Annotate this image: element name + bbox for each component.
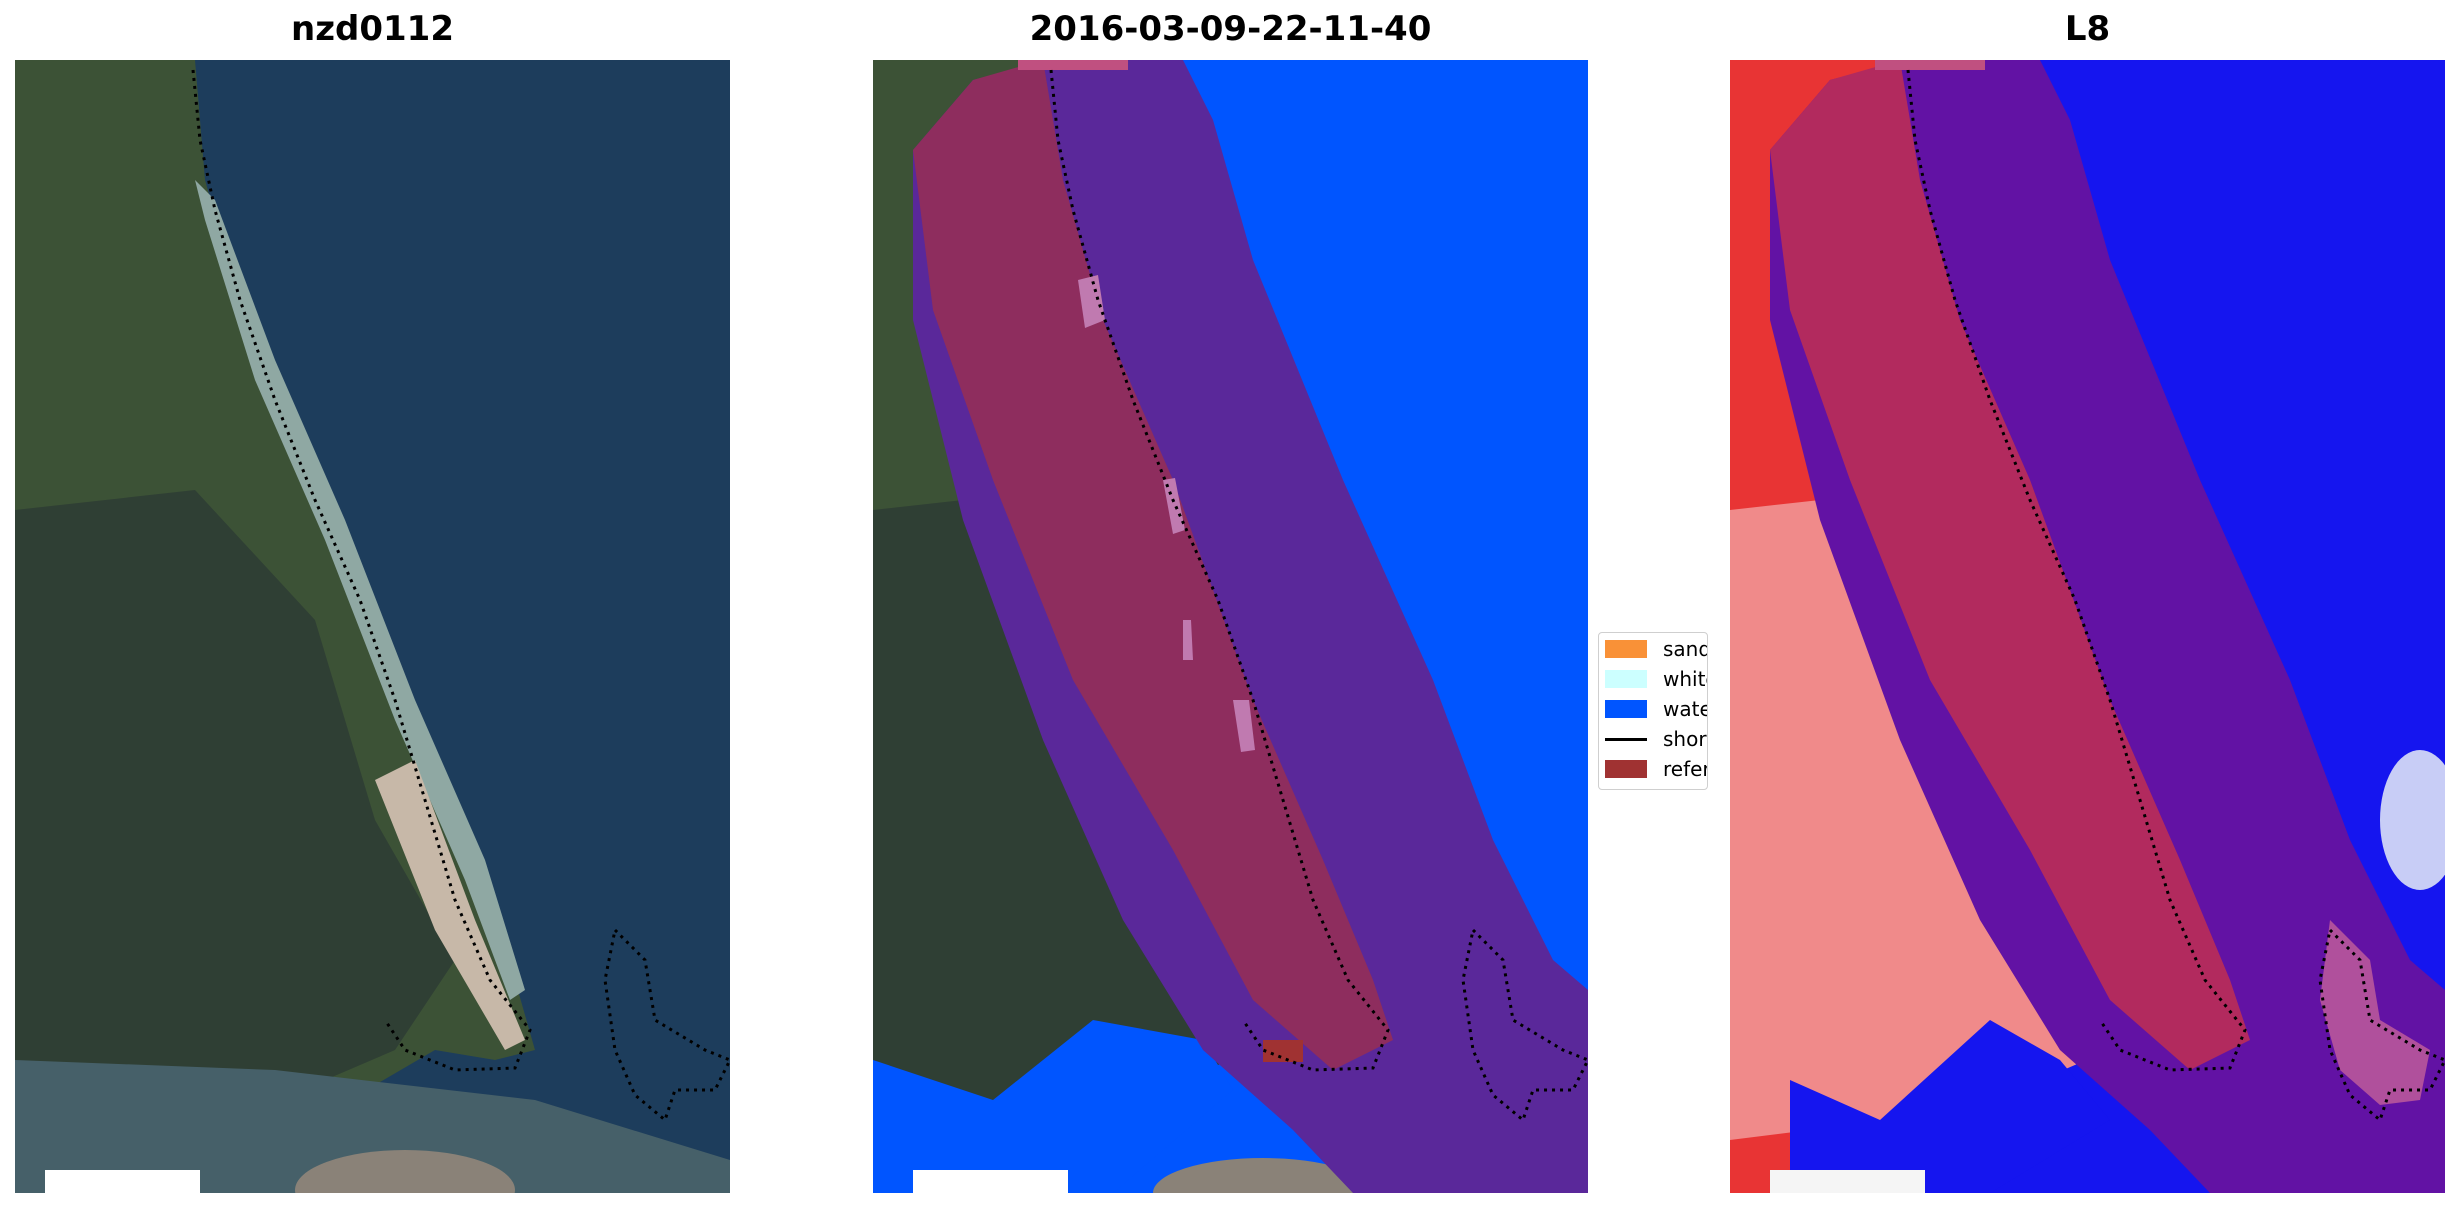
legend-label: water (1663, 697, 1707, 721)
legend-item-reference-buffer: reference shoreline buffer (1605, 757, 1707, 781)
legend-swatch-whitewater (1605, 670, 1647, 688)
legend-swatch-water (1605, 700, 1647, 718)
l8-index-image (1730, 60, 2445, 1193)
legend-label: reference shoreline buffer (1663, 757, 1707, 781)
panel-title-rgb: nzd0112 (291, 9, 454, 49)
classification-legend: sand whitewater water shoreline referenc… (1598, 632, 1708, 790)
legend-label: shoreline (1663, 727, 1707, 751)
legend-label: sand (1663, 637, 1708, 661)
classified-image (873, 60, 1588, 1193)
legend-line-shoreline (1605, 737, 1647, 741)
panel-title-index: L8 (2064, 9, 2111, 49)
legend-label: whitewater (1663, 667, 1707, 691)
legend-item-whitewater: whitewater (1605, 667, 1707, 691)
rgb-satellite-image (15, 60, 730, 1193)
legend-item-shoreline: shoreline (1605, 727, 1707, 751)
legend-swatch-reference-buffer (1605, 760, 1647, 778)
legend-item-water: water (1605, 697, 1707, 721)
legend-swatch-sand (1605, 640, 1647, 658)
panel-title-classified: 2016-03-09-22-11-40 (1029, 9, 1432, 49)
legend-item-sand: sand (1605, 637, 1708, 661)
